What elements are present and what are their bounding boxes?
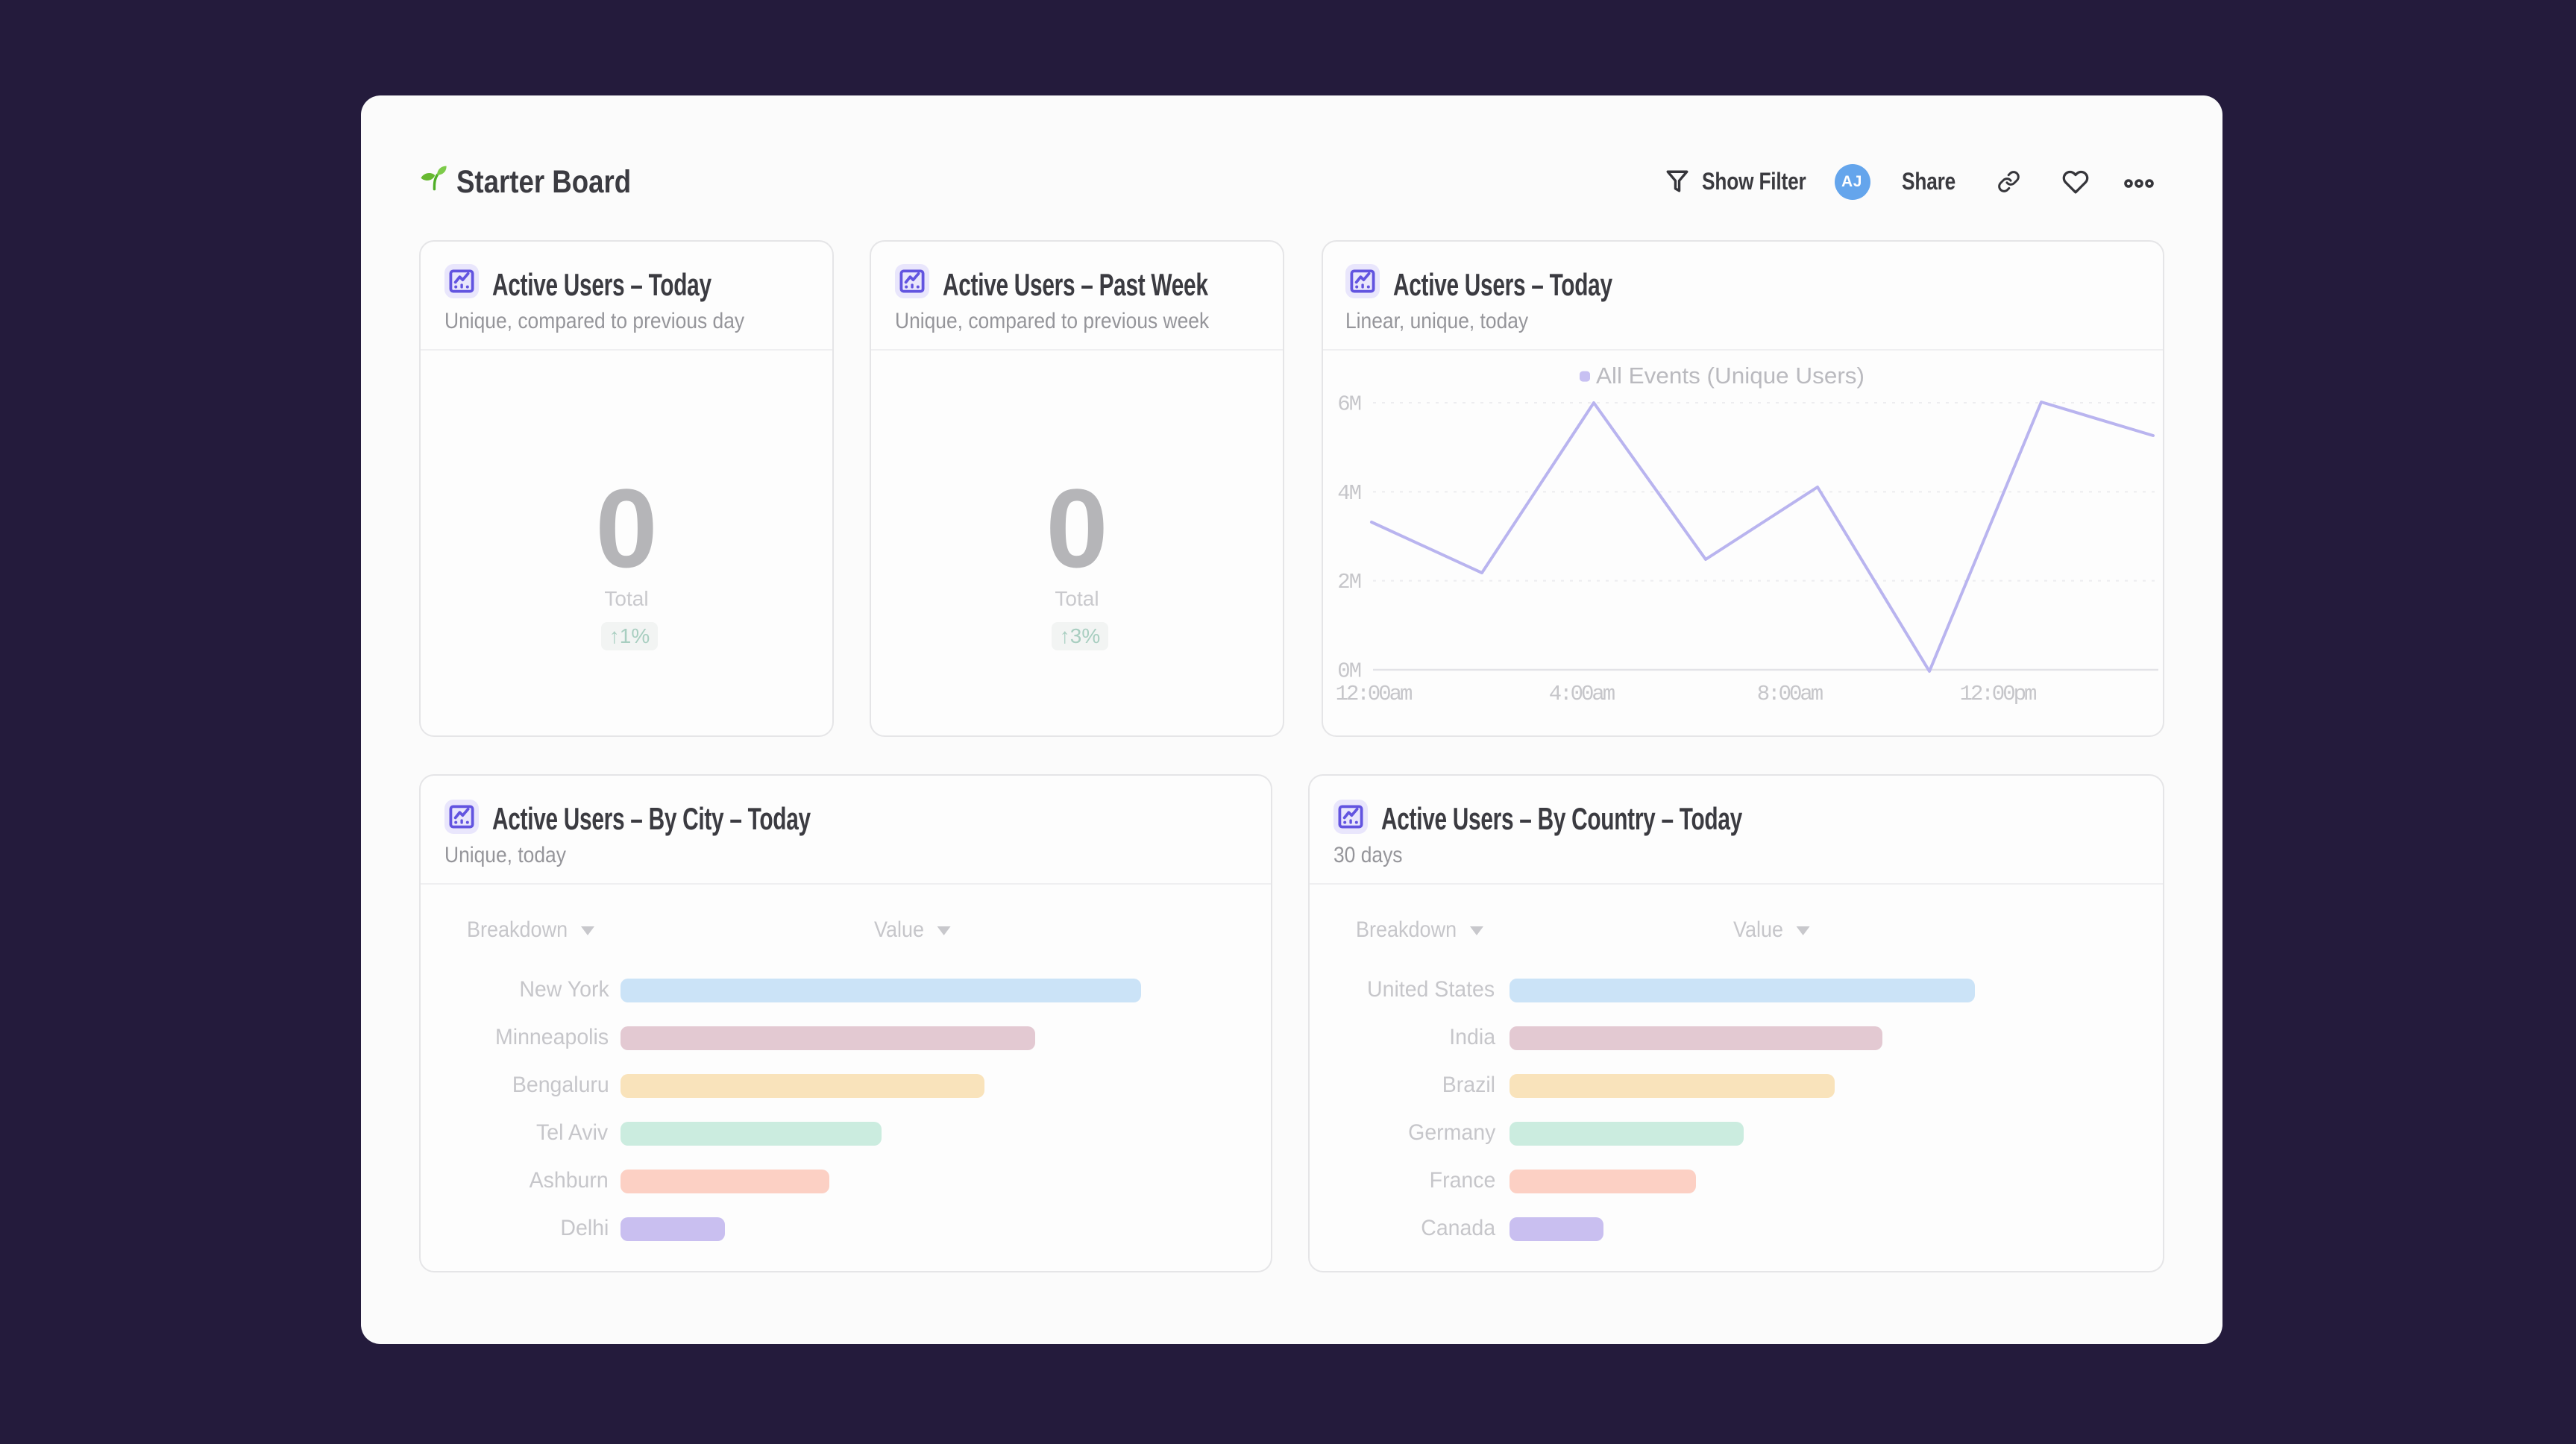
svg-text:12:00am: 12:00am [1335, 681, 1411, 706]
svg-text:All Events (Unique Users): All Events (Unique Users) [1595, 362, 1864, 388]
svg-text:4M: 4M [1336, 480, 1360, 505]
svg-text:0M: 0M [1336, 659, 1360, 683]
svg-text:6M: 6M [1336, 392, 1360, 416]
svg-text:12:00pm: 12:00pm [1959, 681, 2035, 706]
svg-text:8:00am: 8:00am [1756, 681, 1822, 706]
svg-text:4:00am: 4:00am [1548, 681, 1614, 706]
svg-text:2M: 2M [1336, 569, 1360, 594]
